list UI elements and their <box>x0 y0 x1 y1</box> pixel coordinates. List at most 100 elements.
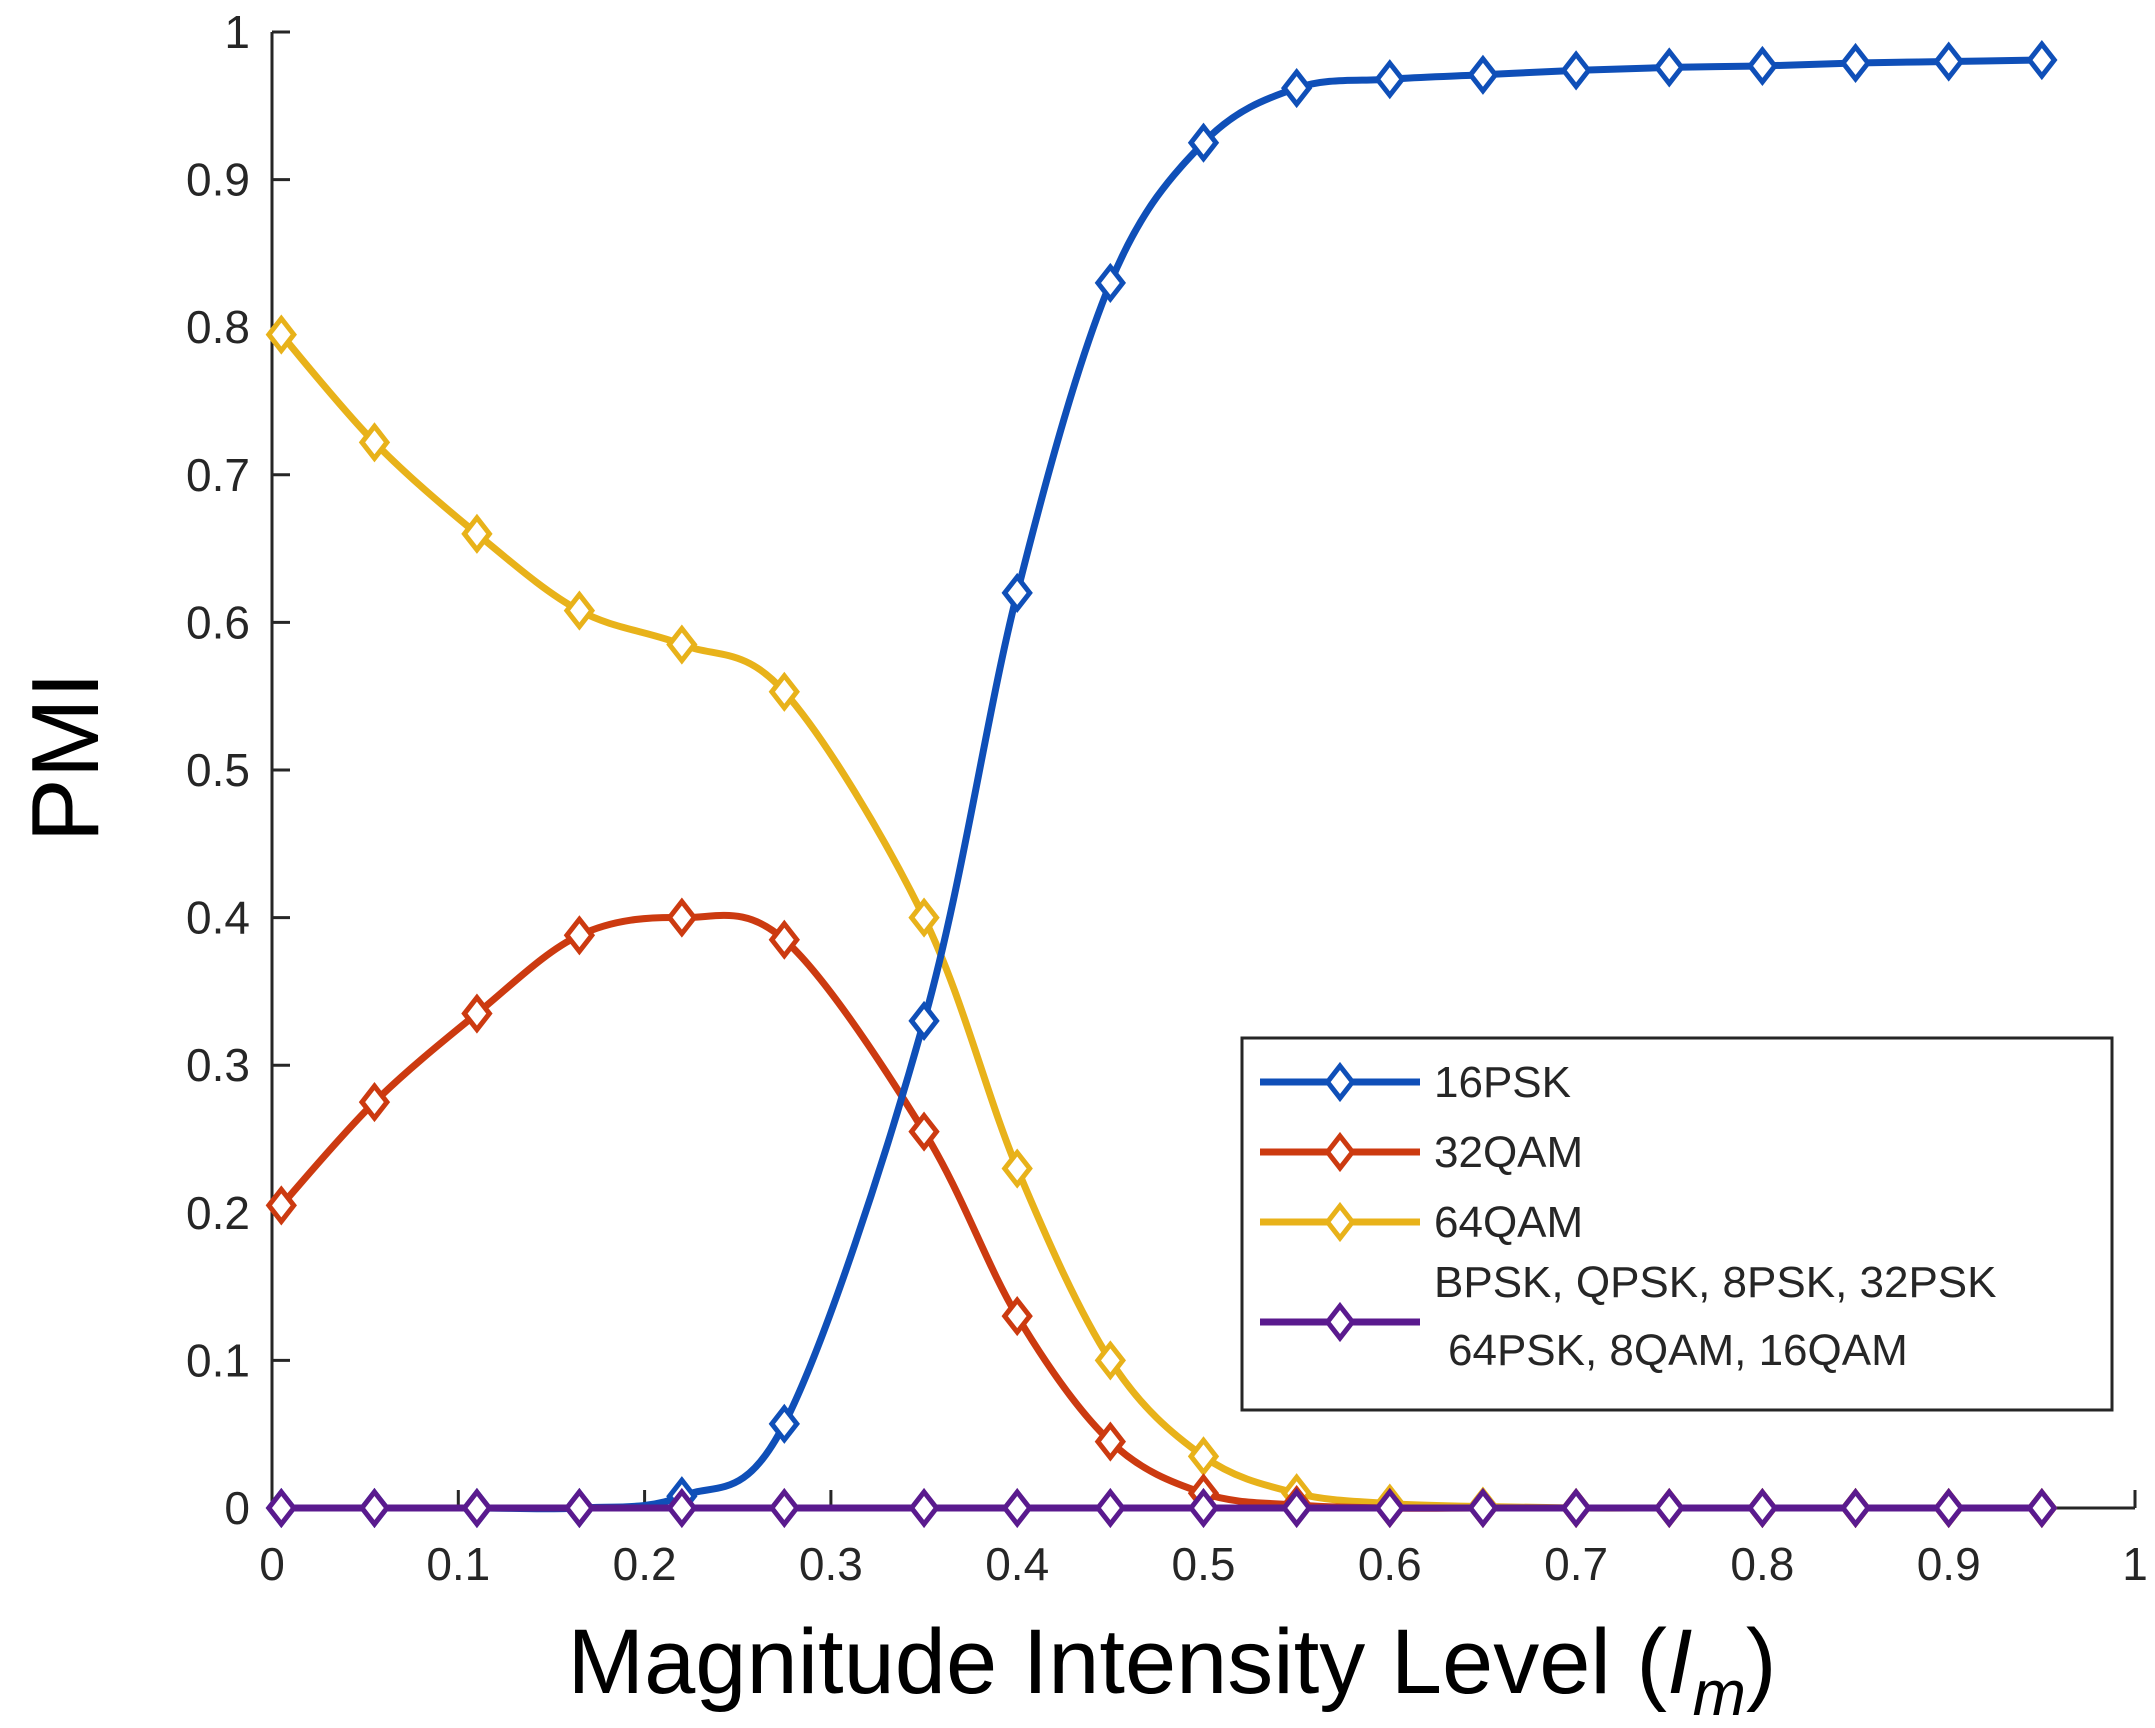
data-point-marker <box>666 1487 698 1529</box>
x-axis-label-variable: I <box>1667 1611 1693 1713</box>
x-axis-label-subscript: m <box>1693 1657 1746 1723</box>
y-tick-label: 0.8 <box>186 301 250 353</box>
legend-entry: 32QAM <box>1260 1128 1583 1177</box>
x-axis-label-close: ) <box>1746 1611 1777 1713</box>
x-tick-label: 0.3 <box>799 1538 863 1590</box>
legend-label: BPSK, QPSK, 8PSK, 32PSK <box>1434 1258 1997 1307</box>
data-point-marker <box>1653 47 1685 88</box>
data-point-marker <box>2026 39 2058 81</box>
data-point-marker <box>1746 45 1779 87</box>
legend-label: 32QAM <box>1434 1128 1583 1177</box>
legend-marker <box>1324 1061 1356 1103</box>
series-bpsk <box>265 1487 2058 1529</box>
data-point-marker <box>1839 42 1872 84</box>
data-point-marker <box>1467 54 1499 95</box>
x-tick-label: 0.2 <box>613 1538 677 1590</box>
data-point-marker <box>1933 41 1965 82</box>
y-tick-label: 0.4 <box>186 892 250 944</box>
legend-label: 16PSK <box>1434 1058 1571 1107</box>
data-point-marker <box>1374 1487 1406 1529</box>
legend-marker <box>1324 1201 1356 1243</box>
data-point-marker <box>1280 1487 1313 1529</box>
x-axis-label-text: Magnitude Intensity Level ( <box>567 1611 1667 1713</box>
data-point-marker <box>1187 1436 1220 1477</box>
data-point-marker <box>461 993 493 1034</box>
data-point-marker <box>265 314 297 355</box>
data-point-marker <box>1653 1487 1685 1529</box>
legend-entry: 64QAM <box>1260 1198 1583 1247</box>
data-point-marker <box>1001 1296 1033 1337</box>
data-point-marker <box>1187 1487 1220 1529</box>
data-point-marker <box>1094 1487 1127 1529</box>
x-tick-label: 0.8 <box>1730 1538 1794 1590</box>
data-point-marker <box>908 1111 940 1152</box>
legend-label: 64QAM <box>1434 1198 1583 1247</box>
data-point-marker <box>1560 50 1592 91</box>
x-tick-label: 0.4 <box>985 1538 1049 1590</box>
legend-marker <box>1324 1131 1356 1173</box>
legend-label: 64PSK, 8QAM, 16QAM <box>1448 1326 1908 1375</box>
data-point-marker <box>908 1000 940 1041</box>
data-point-marker <box>1094 1421 1127 1462</box>
data-point-marker <box>1280 68 1313 109</box>
data-point-marker <box>265 1487 297 1529</box>
y-tick-label: 0.7 <box>186 449 250 501</box>
y-tick-label: 0.1 <box>186 1334 250 1386</box>
data-point-marker <box>563 590 596 631</box>
y-tick-label: 0.9 <box>186 154 250 206</box>
x-tick-label: 0.1 <box>426 1538 490 1590</box>
data-point-marker <box>2026 1487 2058 1529</box>
data-point-marker <box>461 1487 493 1529</box>
x-axis-label: Magnitude Intensity Level (Im) <box>567 1611 1776 1723</box>
y-tick-label: 0.3 <box>186 1039 250 1091</box>
x-tick-label: 0.6 <box>1358 1538 1422 1590</box>
data-point-marker <box>1933 1487 1965 1529</box>
y-tick-label: 0.5 <box>186 744 250 796</box>
data-point-marker <box>1001 1148 1033 1189</box>
data-point-marker <box>666 624 698 665</box>
data-point-marker <box>358 1487 391 1529</box>
y-tick-label: 0.2 <box>186 1187 250 1239</box>
data-point-marker <box>563 915 596 956</box>
x-tick-label: 0 <box>259 1538 285 1590</box>
data-point-marker <box>908 897 940 938</box>
data-point-marker <box>768 919 800 960</box>
y-tick-label: 0 <box>224 1482 250 1534</box>
data-point-marker <box>1094 1340 1127 1381</box>
data-point-marker <box>768 671 800 712</box>
data-point-marker <box>908 1487 940 1529</box>
x-tick-label: 0.9 <box>1917 1538 1981 1590</box>
data-point-marker <box>768 1403 800 1444</box>
axes: 0 0.1 0.2 0.3 0.4 0.5 0.6 0.7 0.8 0.9 1 0 0.1 0.2 0.3 0… <box>186 6 2148 1590</box>
x-tick-label: 0.5 <box>1172 1538 1236 1590</box>
data-point-marker <box>1187 122 1220 163</box>
data-point-marker <box>265 1185 297 1226</box>
data-point-marker <box>358 1082 391 1123</box>
data-point-marker <box>1094 262 1127 303</box>
x-tick-label: 0.7 <box>1544 1538 1608 1590</box>
legend-entry: BPSK, QPSK, 8PSK, 32PSK 64PSK, 8QAM, 16QA… <box>1260 1258 1997 1375</box>
y-axis-label: PMI <box>12 672 119 843</box>
legend: 16PSK 32QAM 64QAM BPSK, QPSK, 8PSK, 32PSK 64… <box>1240 1036 2114 1412</box>
data-point-marker <box>1746 1487 1779 1529</box>
data-point-marker <box>768 1487 800 1529</box>
data-point-marker <box>666 897 698 938</box>
data-point-marker <box>563 1487 596 1529</box>
y-tick-label: 1 <box>224 6 250 58</box>
data-point-marker <box>1001 1487 1033 1529</box>
series-layer <box>265 39 2058 1529</box>
x-tick-label: 1 <box>2122 1538 2148 1590</box>
data-point-marker <box>1001 572 1033 613</box>
data-point-marker <box>358 422 391 463</box>
data-point-marker <box>461 513 493 554</box>
data-point-marker <box>1560 1487 1592 1529</box>
y-tick-label: 0.6 <box>186 596 250 648</box>
data-point-marker <box>1374 59 1406 100</box>
legend-marker <box>1324 1301 1356 1343</box>
legend-entry: 16PSK <box>1260 1058 1571 1107</box>
data-point-marker <box>1839 1487 1872 1529</box>
data-point-marker <box>1467 1487 1499 1529</box>
